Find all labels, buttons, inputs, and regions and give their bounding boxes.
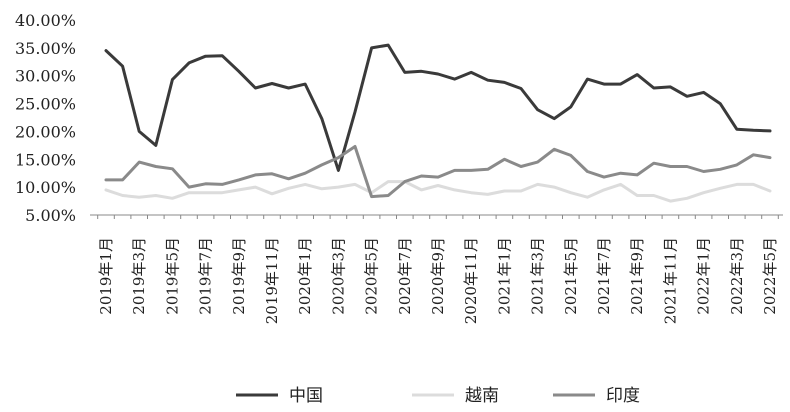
legend-label: 印度 — [606, 386, 640, 406]
x-tick-label: 2019年9月 — [230, 237, 248, 315]
x-tick-label: 2022年1月 — [695, 237, 713, 315]
x-tick-label: 2019年5月 — [163, 237, 181, 315]
y-tick-label: 10.00% — [15, 178, 76, 197]
series-line-1 — [104, 180, 772, 203]
x-tick-label: 2019年11月 — [263, 237, 281, 324]
x-tick-label: 2021年9月 — [628, 237, 646, 315]
y-tick-label: 5.00% — [25, 206, 76, 225]
x-tick-label: 2019年7月 — [197, 237, 215, 315]
x-tick-label: 2020年7月 — [396, 237, 414, 315]
x-tick-label: 2020年11月 — [462, 237, 480, 324]
x-tick-label: 2021年7月 — [595, 237, 613, 315]
y-tick-label: 30.00% — [15, 67, 76, 86]
legend-label: 中国 — [289, 386, 323, 406]
x-tick-label: 2020年1月 — [296, 237, 314, 315]
y-tick-label: 40.00% — [15, 11, 76, 30]
legend: 中国 越南 印度 — [236, 386, 640, 406]
series-line-2 — [104, 145, 772, 199]
x-tick-label: 2022年5月 — [761, 237, 779, 315]
x-axis: 2019年1月 2019年3月 2019年5月 2019年7月 2019年9月 2019年… — [90, 214, 783, 324]
x-tick-label: 2021年5月 — [562, 237, 580, 315]
y-tick-label: 25.00% — [15, 95, 76, 114]
x-tick-label: 2021年1月 — [495, 237, 513, 315]
x-tick-label: 2020年5月 — [363, 237, 381, 315]
y-tick-label: 15.00% — [15, 150, 76, 169]
series-line-0 — [104, 43, 772, 172]
y-tick-label: 20.00% — [15, 122, 76, 141]
y-tick-label: 35.00% — [15, 39, 76, 58]
x-tick-label: 2022年3月 — [728, 237, 746, 315]
y-axis: 5.00% 10.00% 15.00% 20.00% 25.00% 30.00% 35.00… — [15, 11, 76, 225]
x-tick-label: 2019年1月 — [97, 237, 115, 315]
x-tick-label: 2020年3月 — [329, 237, 347, 315]
x-tick-label: 2021年3月 — [529, 237, 547, 315]
x-tick-label: 2021年11月 — [661, 237, 679, 324]
x-tick-label: 2020年9月 — [429, 237, 447, 315]
series-lines — [104, 43, 772, 203]
x-tick-label: 2019年3月 — [130, 237, 148, 315]
legend-label: 越南 — [465, 386, 499, 406]
